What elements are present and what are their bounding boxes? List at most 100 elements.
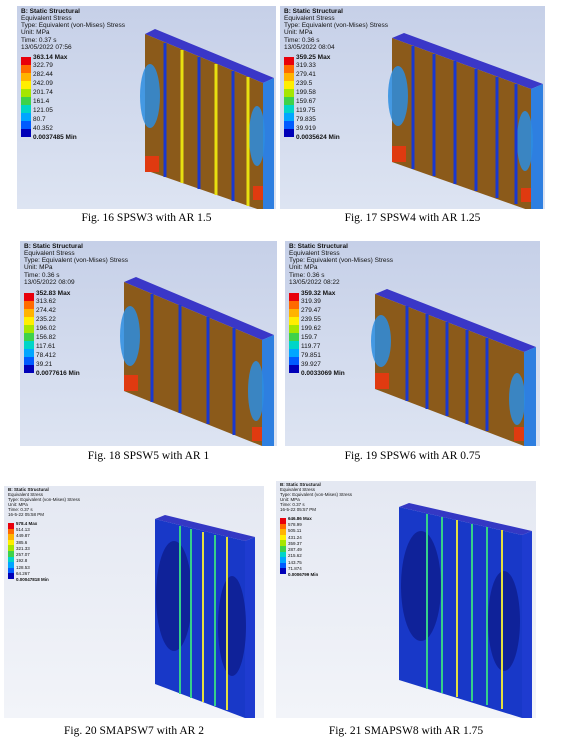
analysis-title: B: Static Structural [21, 8, 80, 15]
legend-value-label: 274.42 [36, 307, 56, 315]
legend-value-label: 215.62 [288, 553, 302, 559]
legend-color-band [8, 523, 14, 529]
legend-color-band [284, 81, 294, 89]
legend-value-label: 352.83 Max [36, 289, 71, 297]
legend-value-label: 646.86 Max [288, 516, 312, 521]
legend-value-label: 0.0035624 Min [296, 133, 340, 141]
result-type: Type: Equivalent (von-Mises) Stress [289, 257, 394, 265]
legend-color-band [289, 365, 299, 373]
legend-color-bar [8, 523, 14, 579]
result-type: Type: Equivalent (von-Mises) Stress [280, 491, 353, 497]
figure-16-panel: B: Static Structural Equivalent Stress T… [17, 6, 276, 209]
legend-color-band [21, 113, 31, 121]
legend-color-band [289, 349, 299, 357]
result-header: B: Static Structural Equivalent Stress T… [21, 8, 125, 51]
legend-color-band [8, 550, 14, 557]
stress-contour-model [371, 289, 536, 446]
result-header: B: Static Structural Equivalent Stress T… [24, 243, 128, 286]
result-time: Time: 0.37 s [8, 506, 33, 512]
legend-value-label: 78.412 [36, 351, 56, 359]
legend-color-band [280, 529, 286, 535]
legend-value-label: 143.75 [288, 559, 302, 565]
color-legend: 352.83 Max 313.62 274.42 235.22 196.02 156.82… [24, 289, 94, 377]
legend-value-label: 199.62 [301, 325, 321, 333]
legend-color-band [280, 545, 286, 552]
color-legend: 363.14 Max 322.79 282.44 242.09 201.74 161.4 1… [21, 54, 91, 141]
legend-color-band [24, 325, 34, 333]
legend-color-band [21, 73, 31, 81]
legend-color-band [21, 97, 31, 105]
figure-18-panel: B: Static Structural Equivalent Stress T… [20, 241, 277, 446]
legend-value-label: 257.07 [16, 552, 30, 558]
result-type: Type: Equivalent (von-Mises) Stress [24, 257, 129, 265]
legend-value-label: 359.32 Max [301, 289, 336, 297]
result-date: 16-5-22 05:58 PM [8, 511, 45, 517]
figure-21-panel: B: Static Structural Equivalent Stress T… [276, 481, 536, 718]
legend-value-label: 431.24 [288, 534, 302, 540]
legend-value-label: 156.82 [36, 333, 56, 341]
legend-value-label: 279.47 [301, 307, 321, 315]
legend-color-band [21, 105, 31, 113]
legend-color-band [8, 545, 14, 551]
legend-color-band [280, 562, 286, 569]
legend-color-band [280, 540, 286, 546]
result-time: Time: 0.36 s [24, 271, 60, 279]
legend-color-bar [289, 293, 299, 373]
result-unit: Unit: MPa [289, 264, 318, 272]
legend-value-label: 0.0077616 Min [36, 369, 80, 377]
legend-color-band [8, 567, 14, 574]
legend-color-band [24, 341, 34, 349]
stress-contour-model [120, 277, 274, 446]
result-name: Equivalent Stress [280, 486, 316, 492]
result-unit: Unit: MPa [280, 496, 300, 502]
legend-color-band [24, 317, 34, 325]
legend-value-label: 321.33 [16, 545, 30, 551]
legend-color-band [8, 573, 14, 579]
legend-color-band [289, 317, 299, 325]
stress-contour-model [399, 503, 532, 718]
figure-16-caption: Fig. 16 SPSW3 with AR 1.5 [81, 212, 212, 224]
stress-contour-model [140, 29, 274, 209]
legend-value-label: 71.874 [288, 565, 302, 571]
legend-value-label: 192.8 [16, 558, 28, 564]
result-name: Equivalent Stress [24, 250, 75, 258]
legend-color-band [289, 333, 299, 341]
legend-value-label: 0.0006799 Min [288, 572, 319, 577]
figure-20-panel: B: Static Structural Equivalent Stress T… [4, 486, 264, 718]
legend-color-band [24, 333, 34, 341]
analysis-title: B: Static Structural [24, 243, 83, 250]
legend-color-band [280, 551, 286, 558]
stress-contour-model [155, 515, 255, 718]
legend-value-label: 121.05 [33, 106, 53, 114]
legend-color-bar [280, 518, 286, 574]
analysis-title: B: Static Structural [289, 243, 348, 250]
legend-color-bar [24, 293, 34, 373]
legend-color-band [8, 534, 14, 540]
result-unit: Unit: MPa [24, 264, 53, 272]
result-time: Time: 0.37 s [21, 36, 57, 44]
legend-color-band [289, 341, 299, 349]
legend-color-band [8, 539, 14, 546]
legend-color-band [21, 121, 31, 129]
analysis-title: B: Static Structural [284, 8, 343, 15]
legend-value-label: 199.58 [296, 89, 316, 97]
figure-17-panel: B: Static Structural Equivalent Stress T… [280, 6, 545, 209]
legend-value-label: 119.77 [301, 342, 321, 350]
legend-value-label: 0.0033069 Min [301, 369, 345, 377]
result-date: 16-5-22 05:57 PM [280, 506, 317, 512]
legend-color-band [280, 568, 286, 574]
legend-color-band [289, 357, 299, 365]
result-unit: Unit: MPa [8, 501, 28, 507]
legend-value-label: 39.927 [301, 360, 321, 368]
legend-value-label: 319.39 [301, 298, 321, 306]
legend-value-label: 0.00047818 Min [16, 577, 49, 582]
legend-value-label: 578.4 Max [16, 521, 38, 526]
legend-value-label: 313.62 [36, 298, 56, 306]
stress-contour-model [388, 33, 543, 209]
figure-19-caption: Fig. 19 SPSW6 with AR 0.75 [344, 450, 481, 462]
legend-value-label: 279.41 [296, 71, 316, 79]
legend-value-label: 242.09 [33, 80, 53, 88]
legend-value-label: 39.919 [296, 124, 316, 132]
color-legend: 359.25 Max 319.33 279.41 239.5 199.58 159.67 1… [284, 54, 354, 141]
legend-color-band [21, 65, 31, 73]
